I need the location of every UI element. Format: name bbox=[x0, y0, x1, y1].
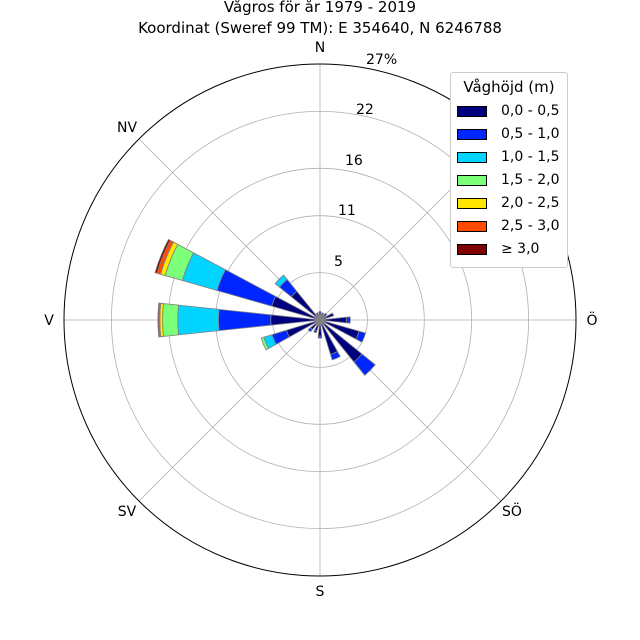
dir-label-so: SÖ bbox=[502, 502, 522, 520]
ring-label-27: 27% bbox=[366, 52, 397, 68]
legend: Våghöjd (m) 0,0 - 0,5 0,5 - 1,0 1,0 - 1,… bbox=[450, 72, 568, 268]
bars bbox=[154, 238, 376, 376]
legend-swatch bbox=[457, 244, 487, 255]
rose-bar-segment bbox=[317, 335, 323, 339]
dir-label-n: N bbox=[315, 40, 325, 56]
rose-bar-segment bbox=[318, 311, 322, 321]
chart-title: Vågros för år 1979 - 2019 bbox=[223, 0, 417, 16]
legend-swatch bbox=[457, 175, 487, 186]
legend-label: 0,0 - 0,5 bbox=[501, 103, 560, 119]
legend-label: 1,0 - 1,5 bbox=[501, 149, 560, 165]
outer-frame bbox=[63, 63, 577, 577]
rose-bar-segment bbox=[157, 302, 161, 338]
rose-bar-segment bbox=[319, 312, 335, 321]
rose-bar-segment bbox=[319, 312, 328, 321]
dir-label-v: V bbox=[44, 313, 54, 329]
rose-bar-segment bbox=[313, 329, 318, 334]
rose-bar-segment bbox=[274, 274, 288, 288]
dir-label-s: S bbox=[316, 584, 325, 600]
ring-label-11: 11 bbox=[338, 203, 356, 219]
legend-title: Våghöjd (m) bbox=[463, 78, 555, 96]
grid bbox=[64, 64, 576, 576]
rose-bar-segment bbox=[307, 327, 313, 333]
rose-bar-segment bbox=[315, 312, 321, 321]
dir-label-nv: NV bbox=[117, 120, 137, 136]
chart-subtitle: Koordinat (Sweref 99 TM): E 354640, N 62… bbox=[138, 19, 502, 37]
dir-label-sv: SV bbox=[118, 504, 137, 520]
ring-label-22: 22 bbox=[356, 102, 374, 118]
legend-label: 2,0 - 2,5 bbox=[501, 195, 560, 211]
legend-label: 0,5 - 1,0 bbox=[501, 126, 560, 142]
dir-label-o: Ö bbox=[586, 311, 597, 329]
rose-bar-segment bbox=[319, 312, 325, 321]
ring-label-16: 16 bbox=[345, 153, 363, 169]
legend-swatch bbox=[457, 106, 487, 117]
rose-bar-segment bbox=[345, 316, 351, 324]
legend-swatch bbox=[457, 152, 487, 163]
rose-bar-segment bbox=[216, 269, 277, 307]
rose-bar-segment bbox=[154, 238, 171, 274]
ring-label-5: 5 bbox=[334, 254, 343, 270]
legend-label: 2,5 - 3,0 bbox=[501, 218, 560, 234]
legend-label: 1,5 - 2,0 bbox=[501, 172, 560, 188]
legend-swatch bbox=[457, 198, 487, 209]
legend-label: ≥ 3,0 bbox=[501, 241, 540, 257]
rose-bar-segment bbox=[260, 336, 270, 351]
rose-bar-segment bbox=[330, 350, 341, 361]
rose-bar-segment bbox=[218, 308, 272, 332]
rose-bar-segment bbox=[353, 353, 376, 376]
legend-swatch bbox=[457, 129, 487, 140]
legend-swatch bbox=[457, 221, 487, 232]
rose-bar-segment bbox=[162, 303, 179, 337]
rose-bar-segment bbox=[355, 330, 367, 343]
rose-bar-segment bbox=[177, 304, 220, 336]
grid-spoke bbox=[138, 319, 321, 502]
labels: N NV V SV S SÖ Ö 5 11 16 22 27% bbox=[44, 40, 597, 600]
